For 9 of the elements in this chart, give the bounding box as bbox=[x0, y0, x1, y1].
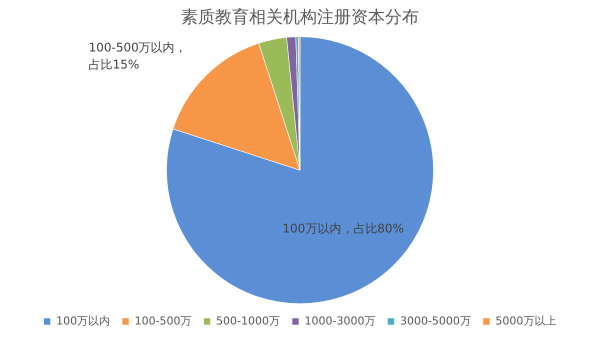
legend-label: 500-1000万 bbox=[216, 314, 280, 328]
chart-title: 素质教育相关机构注册资本分布 bbox=[181, 8, 419, 28]
text: 100万以内，占比80% bbox=[282, 222, 404, 236]
legend-label: 5000万以上 bbox=[495, 314, 556, 328]
legend-label: 1000-3000万 bbox=[304, 314, 376, 328]
legend-label: 100-500万 bbox=[134, 314, 192, 328]
text: 100-500万以内，占比15% bbox=[88, 40, 187, 72]
legend-label: 100万以内 bbox=[56, 314, 110, 328]
legend-label: 3000-5000万 bbox=[400, 314, 471, 328]
